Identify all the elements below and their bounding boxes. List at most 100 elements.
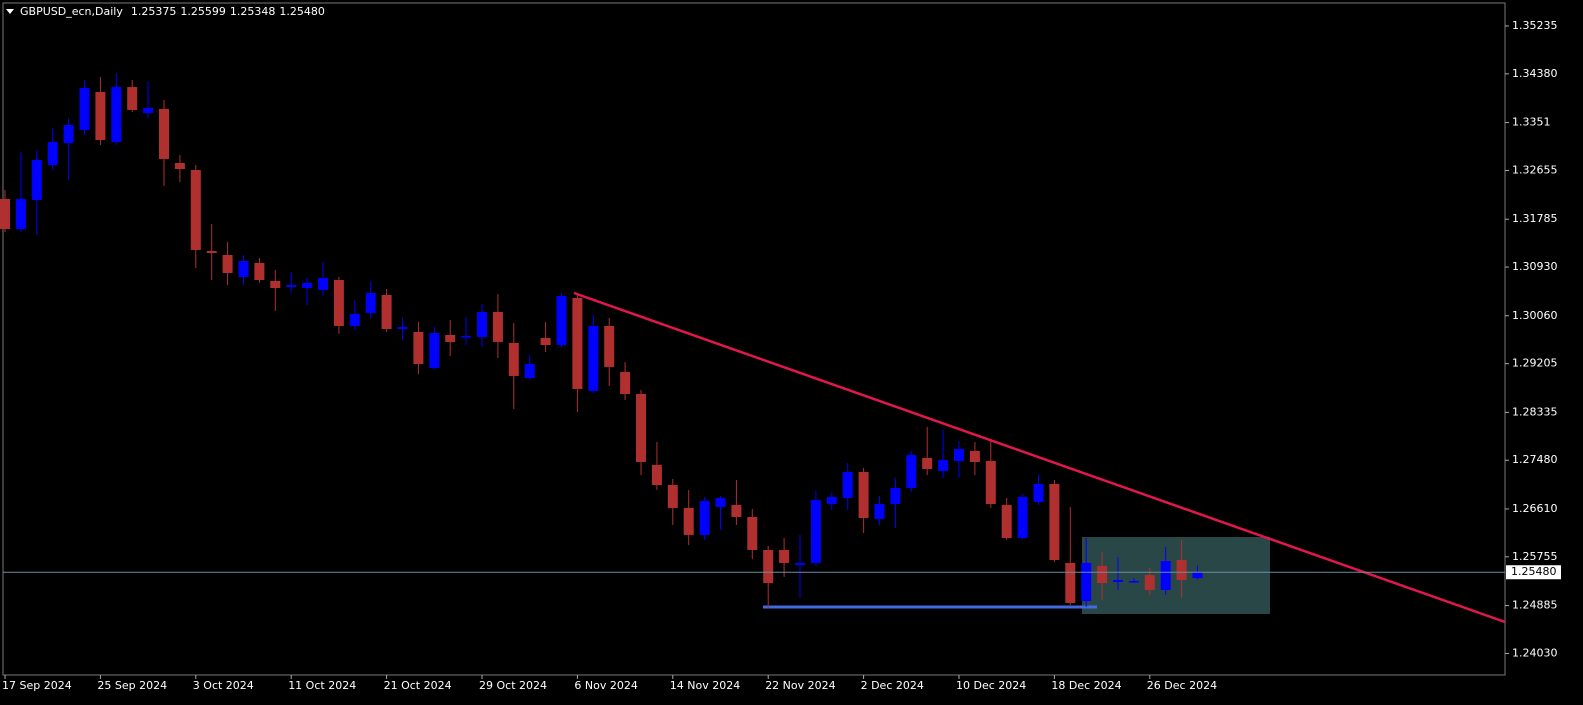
- y-tick-label: 1.29205: [1512, 357, 1558, 370]
- candle-body: [127, 87, 138, 110]
- y-tick-label: 1.35235: [1512, 19, 1558, 32]
- candle-body: [15, 199, 26, 229]
- candle-body: [620, 371, 631, 395]
- candle-body: [381, 294, 392, 329]
- candle-body: [365, 292, 376, 313]
- candle-body: [874, 503, 885, 519]
- candle-body: [174, 163, 185, 170]
- x-tick-label: 14 Nov 2024: [670, 679, 740, 692]
- candle-body: [206, 250, 217, 253]
- y-tick-label: 1.27480: [1512, 453, 1558, 466]
- candle-body: [1176, 559, 1187, 580]
- candle-body: [270, 280, 281, 288]
- header: GBPUSD_ecn,Daily 1.25375 1.25599 1.25348 1.2…: [20, 5, 325, 18]
- candle-body: [715, 497, 726, 507]
- candle-body: [969, 451, 980, 462]
- y-tick-label: 1.31785: [1512, 212, 1558, 225]
- candle-body: [461, 335, 472, 338]
- candle-body: [1081, 562, 1092, 601]
- range-box: [1082, 537, 1270, 614]
- candle-body: [524, 363, 535, 378]
- candle-body: [254, 262, 265, 280]
- candle-body: [683, 507, 694, 535]
- x-tick-label: 17 Sep 2024: [2, 679, 72, 692]
- candle-body: [349, 313, 360, 326]
- plot-frame: [2, 2, 1506, 676]
- candle-body: [492, 311, 503, 342]
- candle-body: [63, 124, 74, 144]
- y-tick-label: 1.26610: [1512, 502, 1558, 515]
- candle-body: [922, 458, 933, 469]
- candle-body: [763, 549, 774, 583]
- candle-body: [588, 325, 599, 391]
- candle-body: [95, 92, 106, 140]
- x-tick-label: 22 Nov 2024: [765, 679, 835, 692]
- candle-body: [79, 87, 90, 130]
- y-tick-label: 1.34380: [1512, 67, 1558, 80]
- candle-body: [111, 87, 122, 143]
- candle-body: [890, 487, 901, 504]
- candle-body: [159, 108, 169, 159]
- trend-line: [573, 291, 1506, 624]
- candle-body: [1065, 562, 1076, 603]
- candle-body: [858, 471, 869, 518]
- candle-body: [938, 459, 949, 471]
- candle-body: [636, 394, 646, 462]
- candle-body: [779, 549, 790, 563]
- candle-body: [747, 516, 758, 550]
- candle-body: [1033, 483, 1044, 502]
- x-tick-label: 3 Oct 2024: [193, 679, 254, 692]
- candle-body: [222, 254, 233, 273]
- candle-body: [1160, 560, 1171, 590]
- candle-body: [47, 142, 58, 166]
- candle-body: [508, 342, 519, 376]
- candle-body: [1017, 496, 1028, 538]
- candle-body: [842, 471, 853, 498]
- y-tick-label: 1.3351: [1512, 116, 1551, 129]
- y-tick-label: 1.30060: [1512, 309, 1558, 322]
- x-tick-label: 6 Nov 2024: [574, 679, 637, 692]
- candle-body: [667, 484, 678, 508]
- header-low: 1.25348: [230, 5, 276, 18]
- candle-body: [429, 332, 440, 368]
- y-tick-label: 1.24885: [1512, 599, 1558, 612]
- header-open: 1.25375: [131, 5, 177, 18]
- candle-body: [286, 284, 297, 287]
- candle-body: [556, 296, 567, 346]
- candle-body: [731, 504, 742, 517]
- x-tick-label: 10 Dec 2024: [956, 679, 1026, 692]
- candle-body: [333, 279, 344, 326]
- price-label-box: [1506, 565, 1561, 580]
- candle-body: [572, 297, 583, 389]
- menu-triangle[interactable]: [6, 9, 14, 14]
- candle-body: [810, 499, 821, 563]
- candle-body: [477, 311, 487, 337]
- header-close: 1.25480: [279, 5, 325, 18]
- candle-body: [604, 325, 615, 367]
- y-tick-label: 1.32655: [1512, 163, 1558, 176]
- x-tick-label: 18 Dec 2024: [1051, 679, 1121, 692]
- symbol: GBPUSD_ecn,Daily: [20, 5, 123, 18]
- candle-body: [1097, 565, 1108, 583]
- candle-body: [397, 326, 408, 329]
- x-tick-label: 11 Oct 2024: [288, 679, 356, 692]
- candle-body: [1049, 483, 1060, 560]
- candles: [0, 73, 1203, 608]
- x-tick-label: 29 Oct 2024: [479, 679, 547, 692]
- candle-body: [0, 199, 10, 229]
- x-tick-label: 21 Oct 2024: [384, 679, 452, 692]
- candle-body: [1128, 580, 1139, 583]
- y-tick-label: 1.30930: [1512, 260, 1558, 273]
- candle-body: [1113, 579, 1123, 582]
- header-high: 1.25599: [180, 5, 226, 18]
- candle-body: [318, 277, 328, 290]
- candle-body: [699, 500, 710, 535]
- candle-body: [1192, 572, 1203, 579]
- y-tick-label: 1.28335: [1512, 405, 1558, 418]
- candle-body: [445, 334, 456, 342]
- x-tick-label: 2 Dec 2024: [861, 679, 924, 692]
- candle-body: [1001, 504, 1012, 538]
- candle-body: [826, 496, 837, 504]
